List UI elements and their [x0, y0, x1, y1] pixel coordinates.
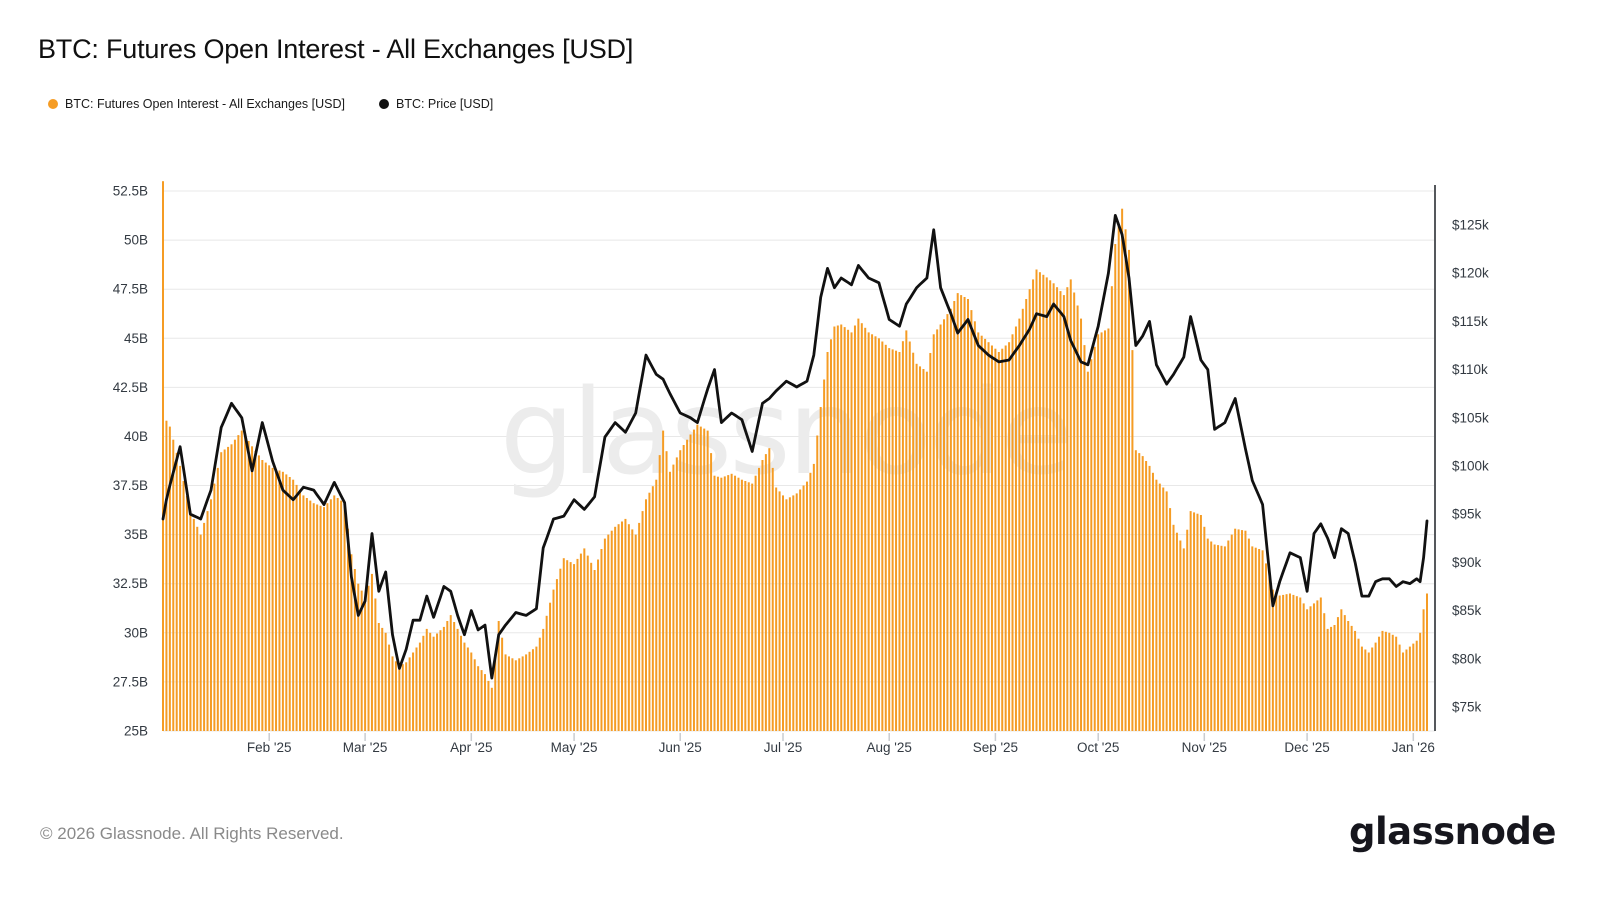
- chart-plot-area[interactable]: glassnode 52.5B50B47.5B45B42.5B40B37.5B3…: [0, 0, 1600, 790]
- svg-text:30B: 30B: [124, 625, 148, 640]
- open-interest-bars: [162, 181, 1428, 732]
- copyright-text: © 2026 Glassnode. All Rights Reserved.: [40, 824, 344, 843]
- svg-text:$85k: $85k: [1452, 603, 1482, 618]
- legend-item-open-interest[interactable]: BTC: Futures Open Interest - All Exchang…: [48, 97, 345, 111]
- svg-text:Oct '25: Oct '25: [1077, 740, 1119, 755]
- svg-text:$95k: $95k: [1452, 507, 1482, 522]
- svg-text:27.5B: 27.5B: [113, 674, 148, 689]
- legend-label-price: BTC: Price [USD]: [395, 97, 494, 111]
- svg-text:$125k: $125k: [1452, 218, 1489, 233]
- glassnode-logo: glassnode: [1348, 810, 1557, 853]
- svg-text:50B: 50B: [124, 233, 148, 248]
- svg-text:$100k: $100k: [1452, 459, 1489, 474]
- svg-text:42.5B: 42.5B: [113, 380, 148, 395]
- svg-text:Aug '25: Aug '25: [867, 740, 912, 755]
- legend-swatch-open-interest-icon: [48, 99, 58, 109]
- right-axis-tick-labels: $125k $120k $115k $110k $105k $100k $95k $90k $8…: [1452, 218, 1489, 715]
- svg-text:$80k: $80k: [1452, 651, 1482, 666]
- page-title: BTC: Futures Open Interest - All Exchang…: [38, 34, 634, 64]
- svg-text:25B: 25B: [124, 724, 148, 739]
- x-axis-month-labels: Feb '25 Mar '25 Apr '25 May '25 Jun '25 Jul '…: [247, 733, 1435, 755]
- legend: BTC: Futures Open Interest - All Exchang…: [48, 97, 493, 111]
- svg-text:Mar '25: Mar '25: [343, 740, 388, 755]
- svg-text:37.5B: 37.5B: [113, 478, 148, 493]
- svg-text:$115k: $115k: [1452, 314, 1488, 329]
- svg-text:Jan '26: Jan '26: [1392, 740, 1435, 755]
- legend-item-price[interactable]: BTC: Price [USD]: [378, 97, 494, 111]
- svg-text:40B: 40B: [124, 429, 148, 444]
- legend-swatch-price-icon: [378, 99, 389, 109]
- svg-text:Apr '25: Apr '25: [450, 740, 492, 755]
- svg-text:52.5B: 52.5B: [113, 184, 148, 199]
- svg-text:45B: 45B: [124, 331, 148, 346]
- svg-text:May '25: May '25: [551, 740, 598, 755]
- footer: © 2026 Glassnode. All Rights Reserved. g…: [0, 800, 1600, 900]
- svg-text:$105k: $105k: [1452, 410, 1489, 425]
- svg-text:$75k: $75k: [1452, 700, 1482, 715]
- svg-text:Feb '25: Feb '25: [247, 740, 292, 755]
- left-axis-tick-labels: 52.5B 50B 47.5B 45B 42.5B 40B 37.5B 35B 32.5B 30B…: [113, 184, 148, 739]
- svg-text:Sep '25: Sep '25: [973, 740, 1018, 755]
- svg-text:$90k: $90k: [1452, 555, 1482, 570]
- svg-text:35B: 35B: [124, 527, 148, 542]
- svg-text:$110k: $110k: [1452, 362, 1488, 377]
- price-line: [161, 214, 1429, 680]
- svg-text:32.5B: 32.5B: [113, 576, 148, 591]
- svg-text:Jun '25: Jun '25: [659, 740, 702, 755]
- svg-text:47.5B: 47.5B: [113, 282, 148, 297]
- svg-text:Jul '25: Jul '25: [764, 740, 803, 755]
- svg-text:$120k: $120k: [1452, 266, 1489, 281]
- legend-label-open-interest: BTC: Futures Open Interest - All Exchang…: [65, 97, 345, 111]
- svg-text:Nov '25: Nov '25: [1182, 740, 1227, 755]
- svg-text:Dec '25: Dec '25: [1284, 740, 1329, 755]
